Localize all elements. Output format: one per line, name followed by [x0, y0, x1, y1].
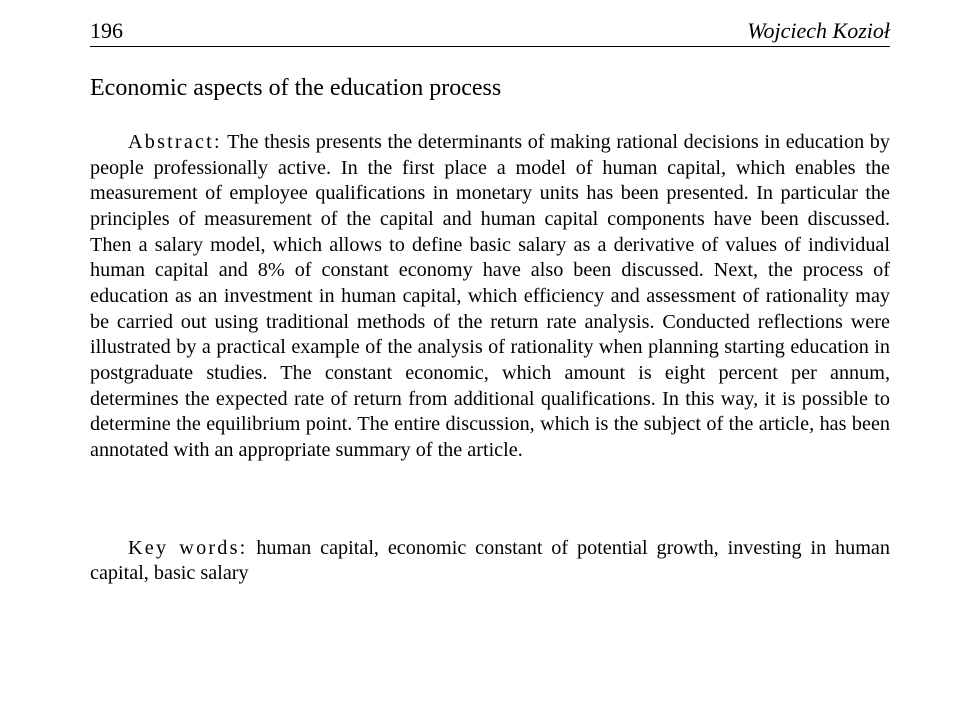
abstract-block: Abstract: The thesis presents the determ… — [90, 130, 890, 464]
page-container: 196 Wojciech Kozioł Economic aspects of … — [0, 0, 960, 607]
author-name: Wojciech Kozioł — [747, 18, 890, 44]
keywords-block: Key words: human capital, economic const… — [90, 536, 890, 588]
abstract-text: The thesis presents the determinants of … — [90, 131, 890, 461]
abstract-label: Abstract: — [128, 131, 222, 153]
keywords-label: Key words: — [128, 537, 247, 559]
page-number: 196 — [90, 18, 123, 44]
article-title: Economic aspects of the education proces… — [90, 75, 890, 102]
running-header: 196 Wojciech Kozioł — [90, 18, 890, 47]
